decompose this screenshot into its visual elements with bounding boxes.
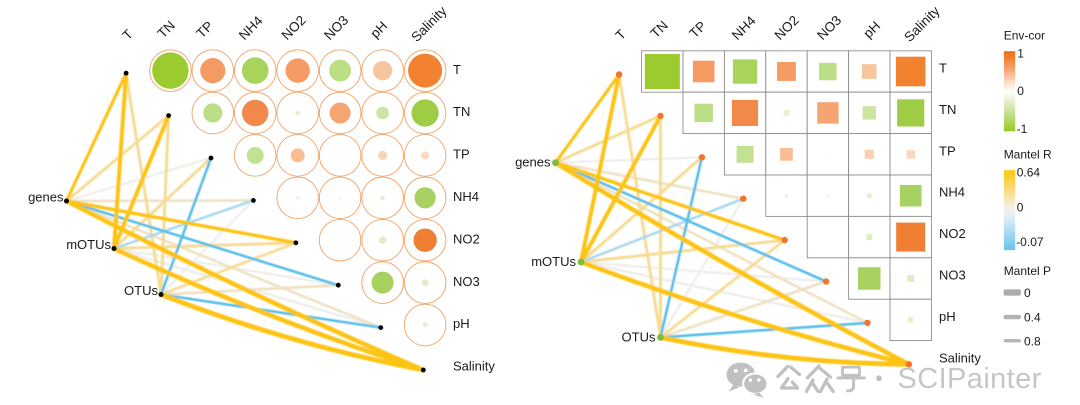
svg-text:0.4: 0.4 xyxy=(1024,310,1041,324)
svg-text:T: T xyxy=(453,62,461,77)
svg-text:TP: TP xyxy=(939,143,956,158)
svg-text:0: 0 xyxy=(1024,286,1031,300)
svg-text:T: T xyxy=(939,61,947,76)
svg-text:NO3: NO3 xyxy=(453,274,480,289)
svg-text:Mantel P: Mantel P xyxy=(1004,264,1051,278)
svg-text:NO2: NO2 xyxy=(453,231,480,246)
svg-text:TN: TN xyxy=(939,102,956,117)
svg-text:NH4: NH4 xyxy=(939,185,965,200)
svg-text:OTUs: OTUs xyxy=(124,283,158,298)
svg-text:-0.07: -0.07 xyxy=(1016,235,1044,249)
svg-text:NO3: NO3 xyxy=(939,268,966,283)
svg-text:pH: pH xyxy=(939,309,956,324)
svg-text:mOTUs: mOTUs xyxy=(66,237,111,252)
svg-text:0.8: 0.8 xyxy=(1024,334,1041,348)
svg-text:Mantel R: Mantel R xyxy=(1004,148,1052,162)
svg-text:NH4: NH4 xyxy=(453,189,479,204)
svg-text:genes: genes xyxy=(515,155,551,170)
svg-text:0: 0 xyxy=(1017,84,1024,98)
svg-text:0.64: 0.64 xyxy=(1017,166,1041,180)
svg-text:1: 1 xyxy=(1017,46,1024,60)
svg-text:-1: -1 xyxy=(1017,122,1028,136)
svg-text:SCIPainter: SCIPainter xyxy=(898,363,1042,395)
svg-text:mOTUs: mOTUs xyxy=(531,254,576,269)
svg-text:TN: TN xyxy=(453,104,470,119)
svg-text:Salinity: Salinity xyxy=(453,359,495,374)
svg-text:Env-cor: Env-cor xyxy=(1004,29,1045,43)
svg-text:Salinity: Salinity xyxy=(939,350,981,365)
svg-text:TP: TP xyxy=(453,147,470,162)
svg-text:0: 0 xyxy=(1017,200,1024,214)
svg-text:genes: genes xyxy=(28,190,64,205)
svg-text:OTUs: OTUs xyxy=(622,329,656,344)
svg-text:pH: pH xyxy=(453,316,470,331)
svg-text:NO2: NO2 xyxy=(939,226,966,241)
